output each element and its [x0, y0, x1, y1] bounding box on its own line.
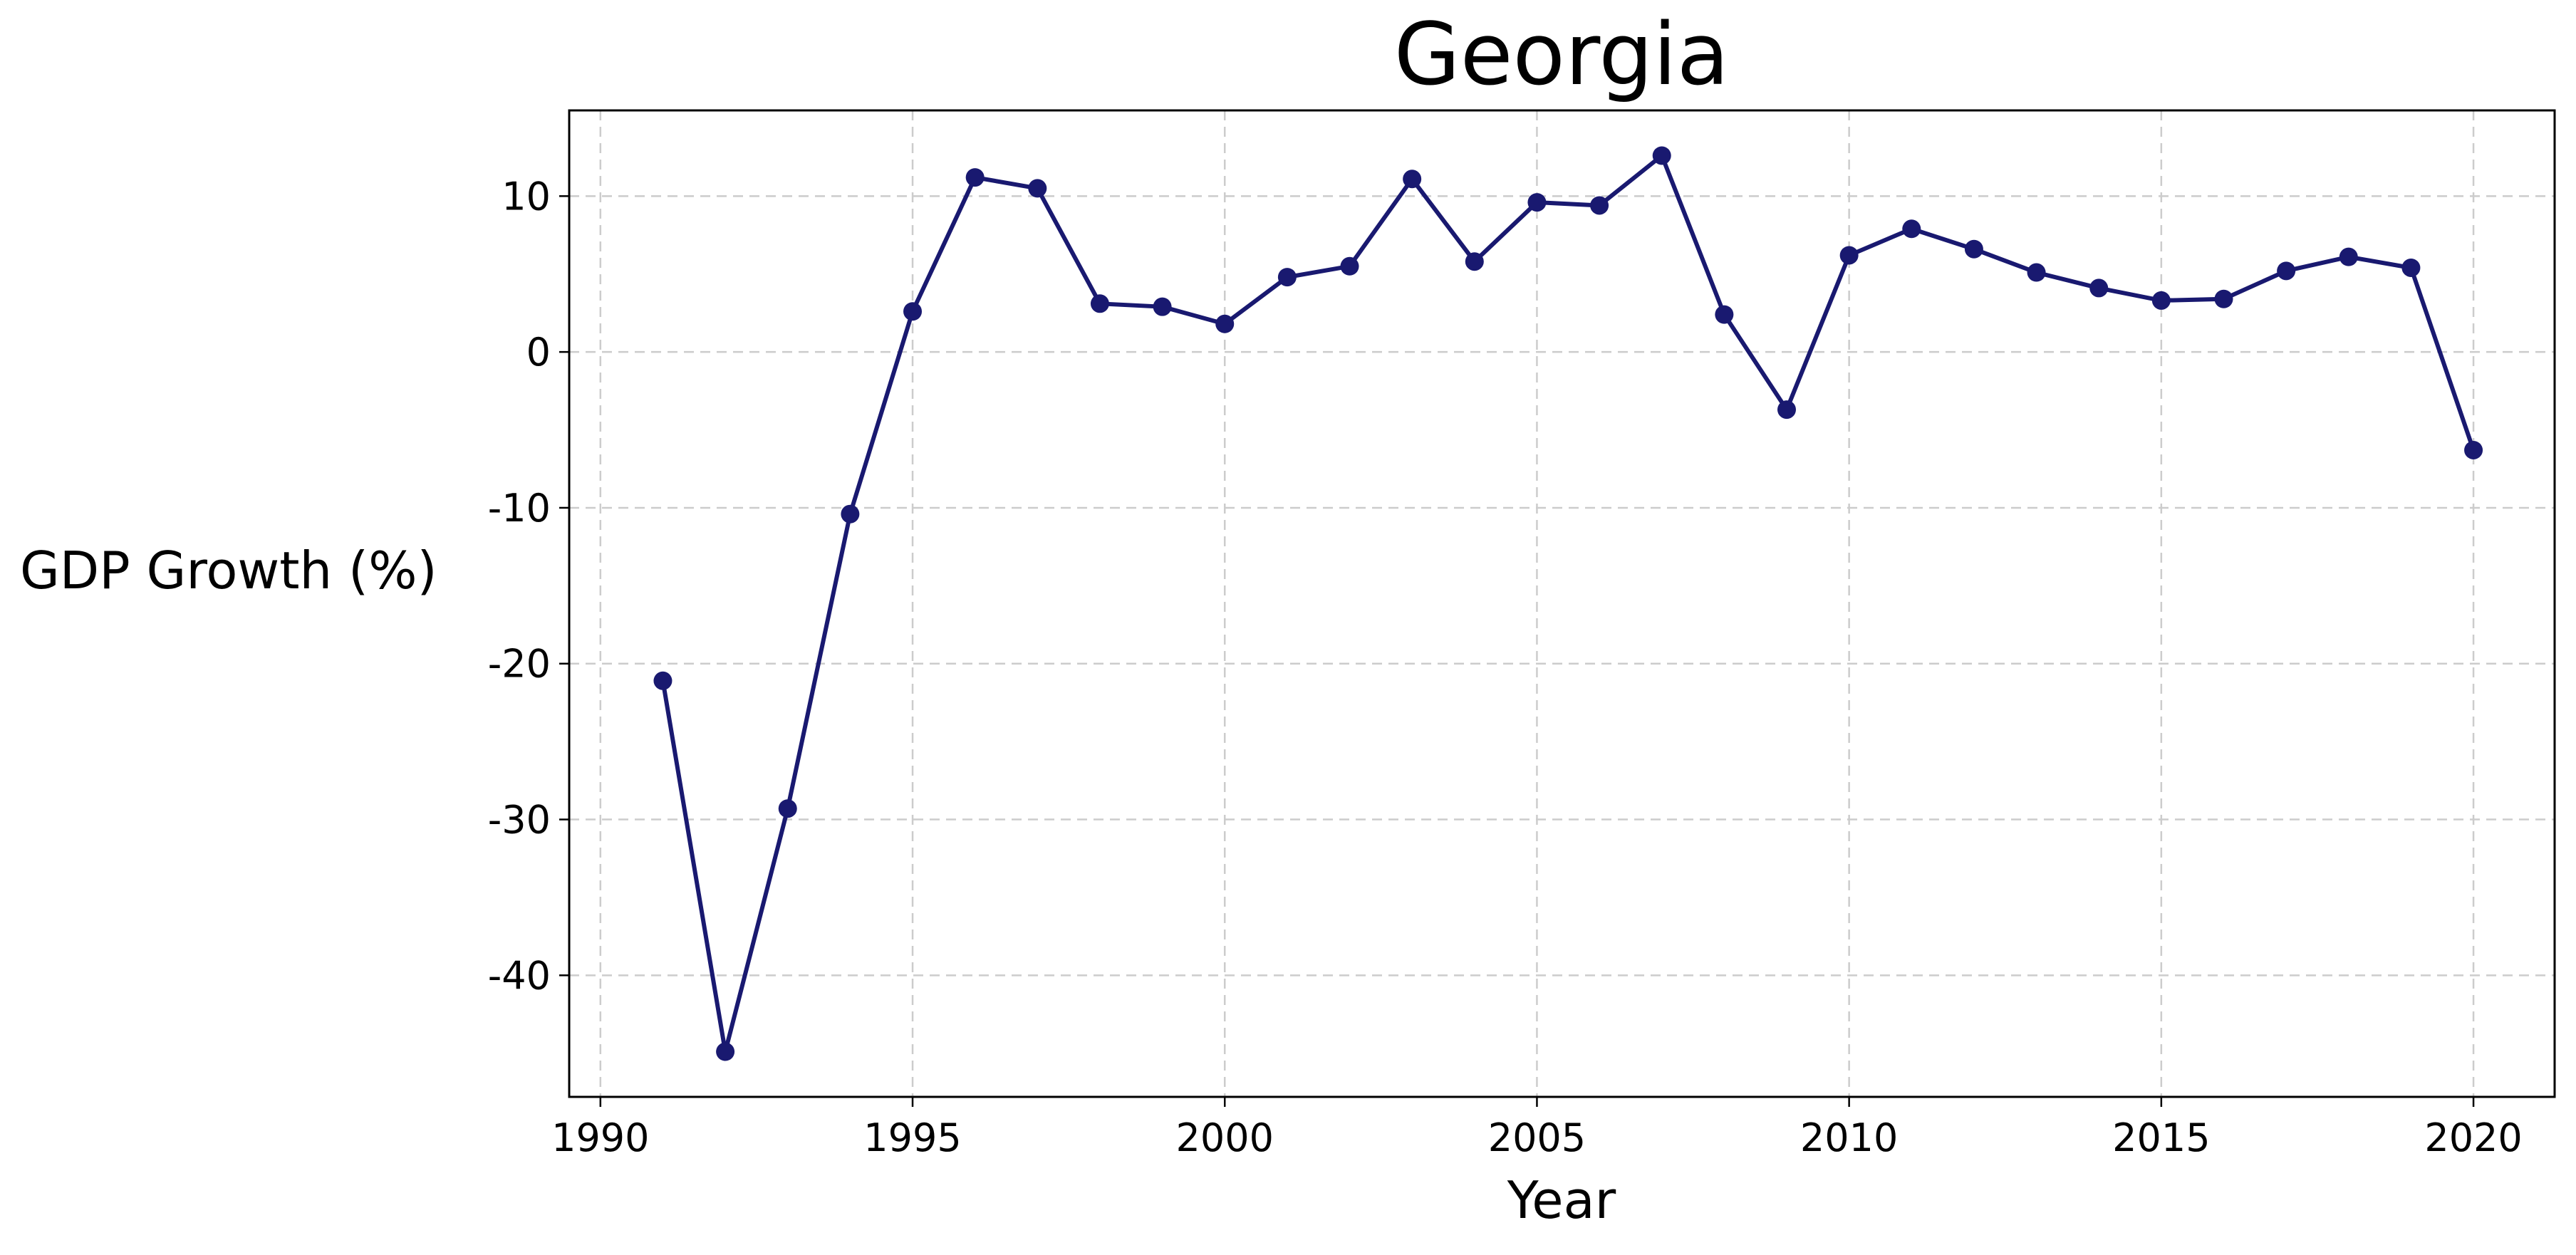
axis-ticks: 1990 1995 2000 2005 2010 2015 2020 -40 -30 -20 -10…	[488, 174, 2523, 1160]
x-tick-label: 2020	[2424, 1115, 2522, 1160]
data-point-2016	[2214, 289, 2233, 308]
data-point-2011	[1902, 219, 1921, 239]
x-axis-label: Year	[1507, 1170, 1616, 1230]
data-point-2001	[1277, 268, 1297, 287]
x-tick-label: 2000	[1176, 1115, 1274, 1160]
x-tick-label: 2015	[2112, 1115, 2210, 1160]
data-point-1991	[653, 671, 672, 690]
grid-lines	[569, 110, 2555, 1097]
x-tick-label: 1995	[863, 1115, 961, 1160]
data-point-2013	[2027, 263, 2046, 282]
data-point-2007	[1652, 146, 1671, 165]
data-point-2000	[1215, 314, 1235, 333]
data-point-2014	[2089, 278, 2109, 298]
plot-frame	[568, 109, 2556, 1098]
data-point-2020	[2464, 440, 2483, 459]
x-tick-label: 2005	[1488, 1115, 1586, 1160]
data-point-2004	[1465, 252, 1484, 271]
data-point-1993	[778, 799, 797, 818]
chart-title: Georgia	[1394, 6, 1730, 105]
data-point-2017	[2277, 261, 2296, 281]
data-point-2008	[1715, 305, 1734, 324]
y-tick-label: 10	[502, 174, 551, 219]
x-tick-label: 2010	[1800, 1115, 1898, 1160]
series-line	[660, 153, 2476, 1054]
data-point-1994	[841, 504, 860, 524]
y-tick-label: -20	[488, 642, 551, 687]
data-series	[653, 146, 2483, 1061]
data-point-2003	[1403, 170, 1422, 189]
y-tick-label: -40	[488, 953, 551, 998]
data-point-2019	[2401, 258, 2421, 277]
data-point-2005	[1527, 193, 1547, 212]
data-point-1992	[716, 1042, 735, 1061]
data-point-2015	[2151, 291, 2171, 310]
y-tick-label: 0	[526, 330, 551, 375]
data-point-1998	[1090, 294, 1109, 313]
data-point-2009	[1777, 400, 1797, 420]
data-point-2006	[1590, 196, 1609, 215]
y-tick-label: -10	[488, 486, 551, 531]
data-point-2012	[1964, 239, 1983, 259]
data-point-2002	[1340, 256, 1359, 276]
y-axis-label: GDP Growth (%)	[20, 541, 437, 600]
data-point-1997	[1028, 179, 1047, 198]
data-point-1999	[1153, 297, 1172, 316]
y-tick-label: -30	[488, 798, 551, 843]
data-point-1995	[903, 302, 923, 321]
data-point-2018	[2339, 247, 2358, 266]
x-tick-label: 1990	[551, 1115, 649, 1160]
data-point-1996	[965, 168, 985, 187]
data-point-2010	[1839, 246, 1859, 265]
